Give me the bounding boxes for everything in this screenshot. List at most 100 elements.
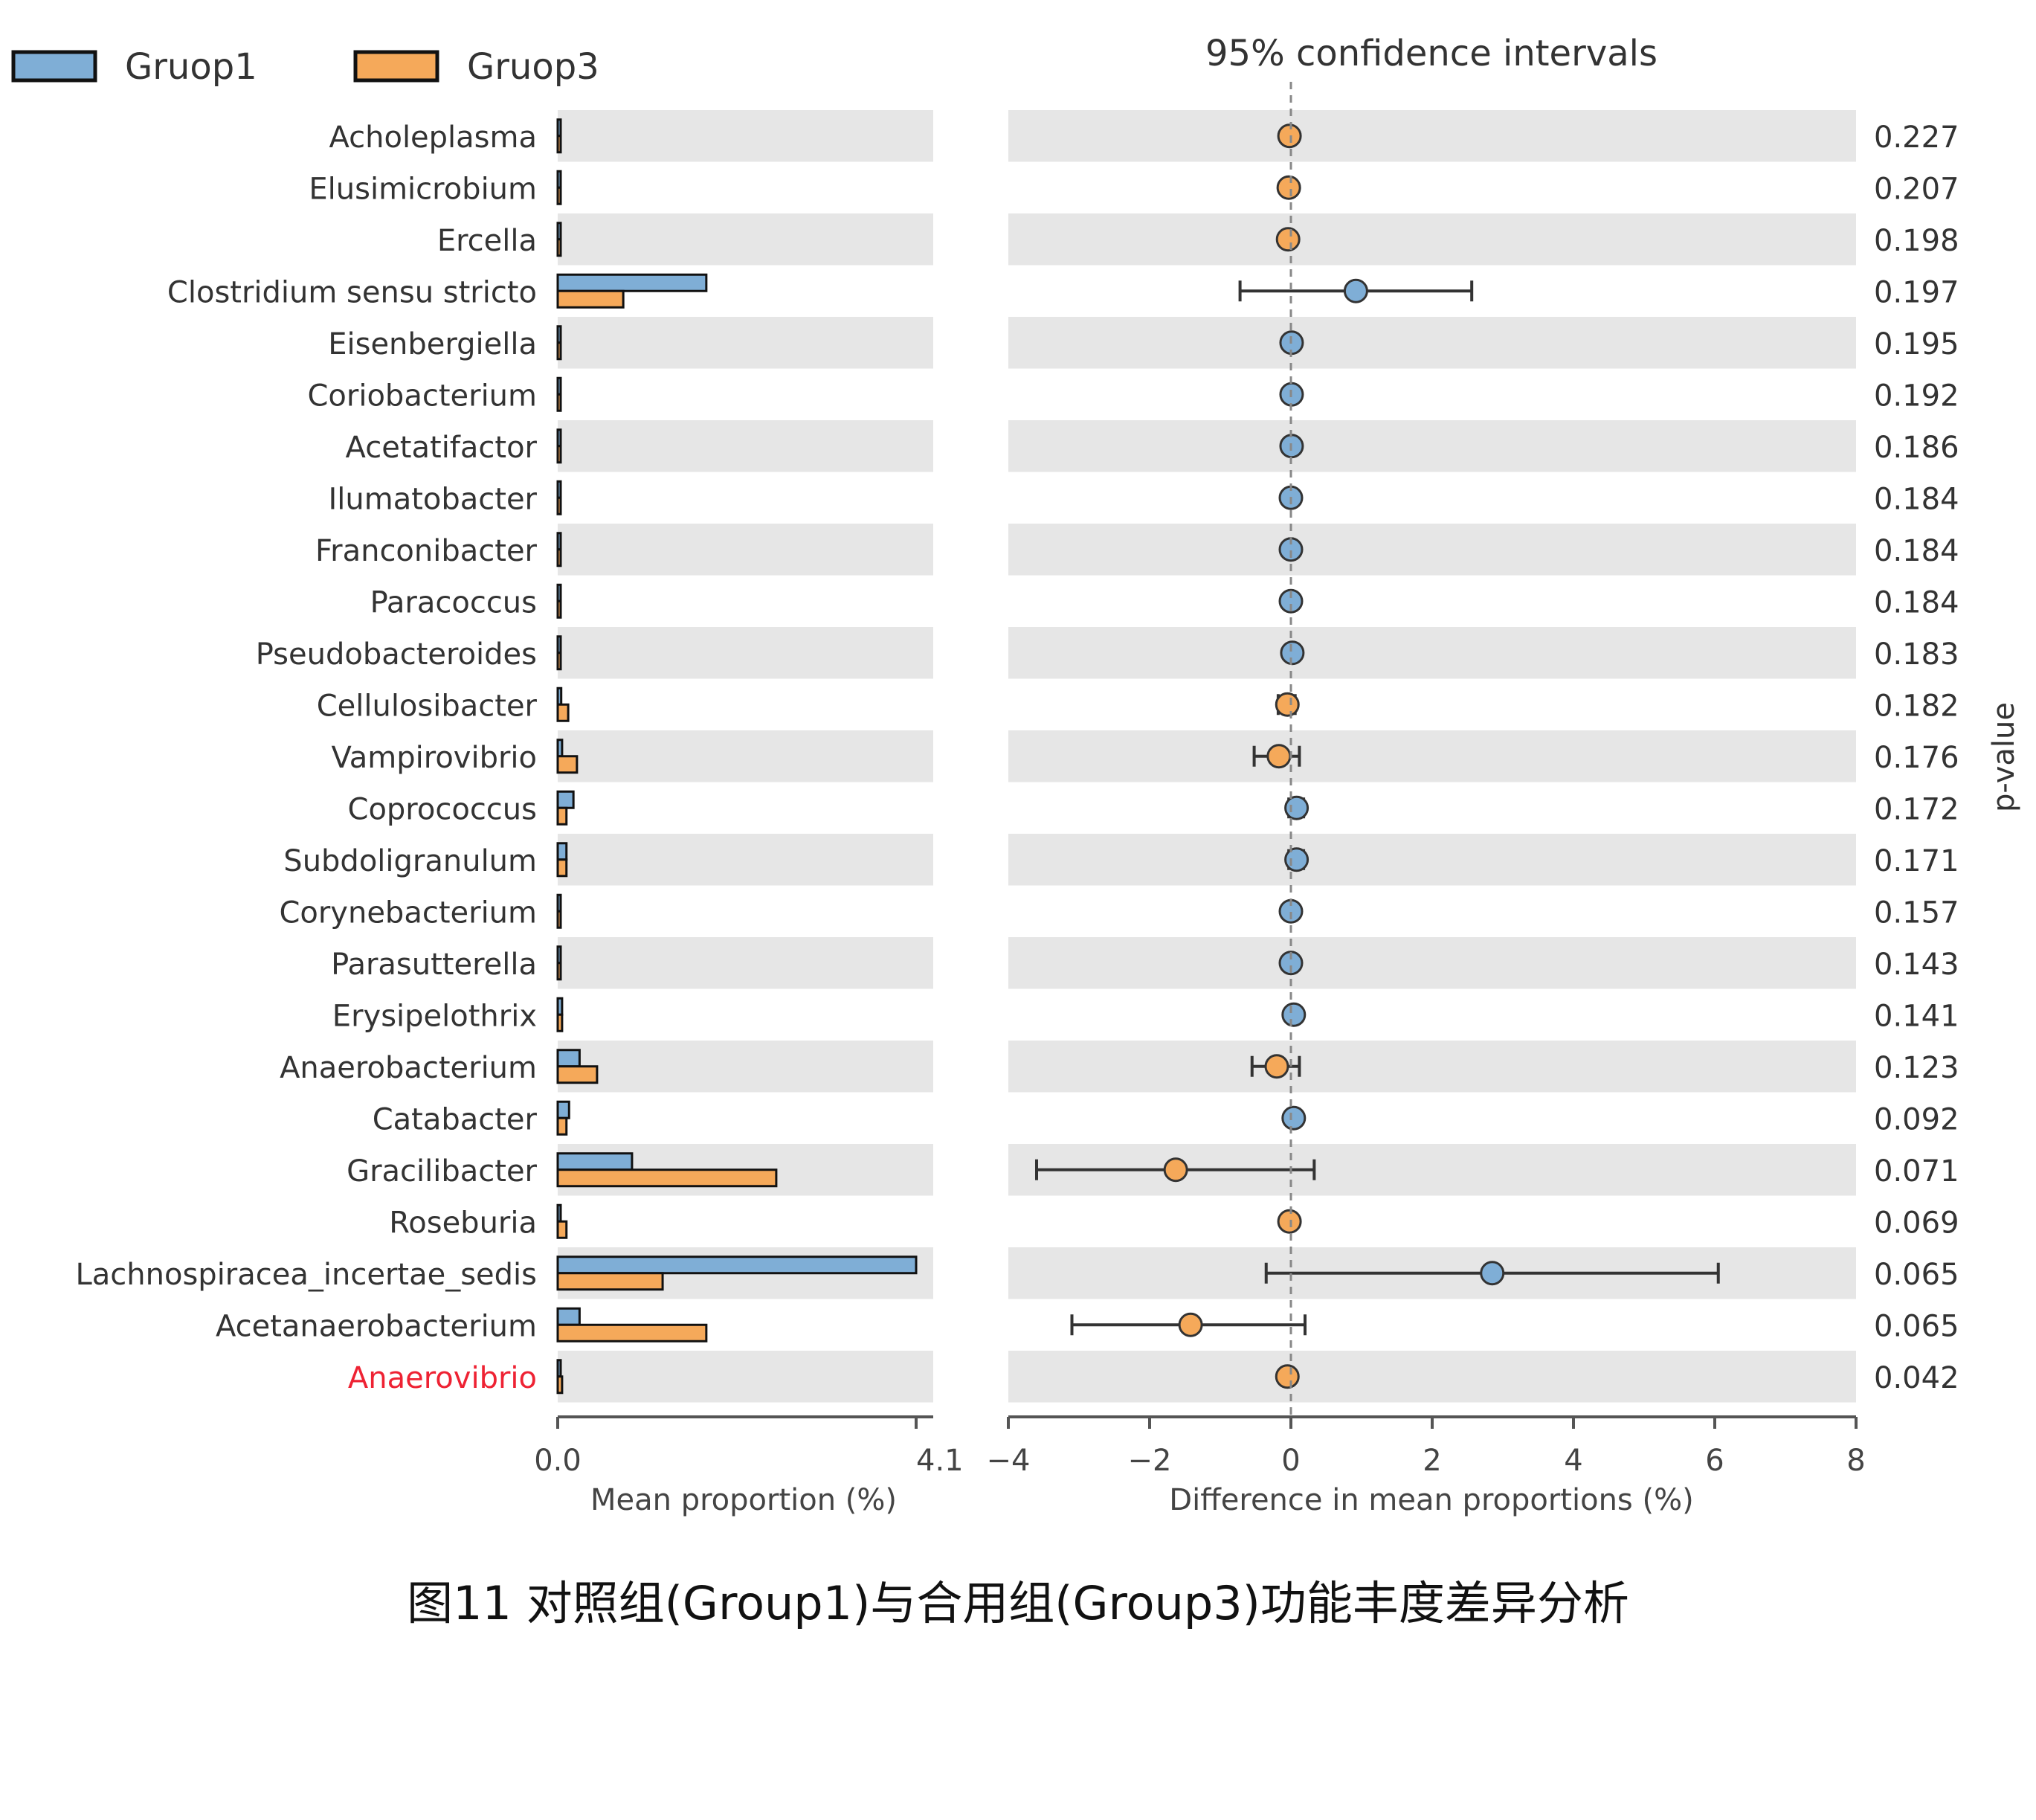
category-label: Franconibacter [315, 534, 538, 568]
bar-gruop1 [556, 583, 562, 602]
row-stripe-left [558, 420, 933, 472]
bar-gruop3 [556, 1375, 564, 1395]
right-x-tick-label: 8 [1846, 1444, 1865, 1478]
p-value-label: 0.069 [1874, 1206, 1959, 1240]
bar-gruop1 [556, 945, 562, 965]
row-stripe-right [1008, 420, 1856, 472]
row-stripe-right [1008, 317, 1856, 369]
legend-label-gruop3: Gruop3 [467, 46, 599, 88]
p-value-label: 0.141 [1874, 999, 1959, 1033]
category-label: Clostridium sensu stricto [167, 275, 537, 309]
bar-gruop3 [556, 1323, 708, 1343]
p-value-axis-label: p-value [1987, 702, 2021, 812]
bar-gruop3 [556, 496, 562, 515]
ci-point [1278, 951, 1304, 976]
ci-point [1178, 1312, 1203, 1337]
category-label: Paracoccus [370, 585, 537, 620]
row-stripe-right [1008, 730, 1856, 782]
p-value-label: 0.195 [1874, 327, 1959, 361]
bar-gruop1 [556, 790, 575, 809]
right-x-tick-label: 6 [1705, 1444, 1724, 1478]
bar-gruop1 [556, 1203, 562, 1223]
row-stripe-left [558, 730, 933, 782]
row-stripe-left [558, 834, 933, 886]
bar-gruop1 [556, 480, 562, 499]
legend-label-gruop1: Gruop1 [125, 46, 257, 88]
bar-gruop1 [556, 635, 562, 655]
row-stripes [558, 110, 1856, 1403]
ci-point [1284, 847, 1309, 872]
bar-gruop3 [556, 238, 562, 257]
category-label: Pseudobacteroides [256, 637, 537, 672]
bar-gruop1 [556, 170, 562, 189]
left-x-axis-label: Mean proportion (%) [590, 1483, 897, 1517]
bar-gruop3 [556, 599, 562, 619]
category-label: Subdoligranulum [283, 844, 537, 878]
right-x-tick-label: −4 [987, 1444, 1031, 1478]
category-label: Catabacter [373, 1102, 538, 1136]
bar-gruop3 [556, 910, 562, 929]
category-label: Gracilibacter [347, 1154, 537, 1189]
p-value-label: 0.182 [1874, 689, 1959, 723]
right-x-axis-label: Difference in mean proportions (%) [1169, 1483, 1693, 1517]
bar-gruop1 [556, 273, 708, 292]
bar-gruop1 [556, 1152, 634, 1171]
legend-swatch-gruop1 [11, 50, 97, 83]
p-value-label: 0.071 [1874, 1154, 1959, 1189]
bar-gruop1 [556, 376, 562, 396]
category-label: Acetatifactor [346, 431, 538, 465]
category-labels: Acholeplasma Elusimicrobium Ercella Clostri… [76, 120, 538, 1395]
category-label: Acetanaerobacterium [216, 1309, 537, 1343]
category-label: Erysipelothrix [332, 999, 537, 1033]
bar-gruop3 [556, 703, 570, 722]
bar-gruop3 [556, 186, 562, 205]
category-label: Elusimicrobium [309, 172, 537, 206]
stamp-chart: Gruop1 Gruop3 95% confidence intervals A… [11, 33, 2021, 1517]
ci-point [1275, 692, 1300, 717]
bar-gruop3 [556, 548, 562, 567]
category-label: Coprococcus [348, 792, 537, 826]
legend-swatch-gruop3 [353, 50, 439, 83]
category-label: Anaerobacterium [280, 1051, 537, 1085]
ci-point [1280, 640, 1305, 666]
bar-gruop1 [556, 739, 564, 758]
p-value-label: 0.192 [1874, 379, 1959, 413]
p-value-label: 0.143 [1874, 948, 1959, 982]
row-stripe-left [558, 1041, 933, 1093]
row-stripe-left [558, 213, 933, 266]
legend: Gruop1 Gruop3 [11, 46, 599, 88]
confidence-intervals [1035, 123, 1720, 1389]
p-value-label: 0.092 [1874, 1102, 1959, 1136]
category-label: Ercella [437, 224, 537, 258]
row-stripe-right [1008, 524, 1856, 576]
ci-point [1281, 1105, 1307, 1131]
bar-gruop3 [556, 858, 568, 878]
ci-point [1480, 1261, 1505, 1286]
right-x-tick-label: 0 [1281, 1444, 1300, 1478]
row-stripe-left [558, 1351, 933, 1403]
category-label: Cellulosibacter [317, 689, 538, 723]
row-stripe-left [558, 524, 933, 576]
category-label: Lachnospiracea_incertae_sedis [76, 1258, 538, 1292]
axes: 0.0 4.1 −4 −2 0 2 4 6 8 [534, 82, 1866, 1478]
bar-gruop3 [556, 1065, 599, 1084]
ci-point [1277, 1209, 1302, 1234]
ci-point [1276, 175, 1301, 200]
bar-gruop1 [556, 893, 562, 913]
bar-gruop3 [556, 445, 562, 464]
bar-gruop3 [556, 289, 625, 309]
bar-gruop3 [556, 341, 562, 361]
row-stripe-left [558, 110, 933, 162]
bar-gruop1 [556, 222, 562, 241]
ci-point [1275, 227, 1301, 252]
bar-gruop1 [556, 325, 562, 344]
category-label: Eisenbergiella [328, 327, 537, 361]
ci-point [1343, 278, 1368, 303]
category-label: Acholeplasma [329, 120, 537, 155]
p-value-label: 0.207 [1874, 172, 1959, 206]
category-label: Anaerovibrio [348, 1361, 537, 1395]
p-value-label: 0.184 [1874, 585, 1959, 620]
p-value-label: 0.197 [1874, 275, 1959, 309]
row-stripe-left [558, 937, 933, 989]
p-value-label: 0.065 [1874, 1309, 1959, 1343]
